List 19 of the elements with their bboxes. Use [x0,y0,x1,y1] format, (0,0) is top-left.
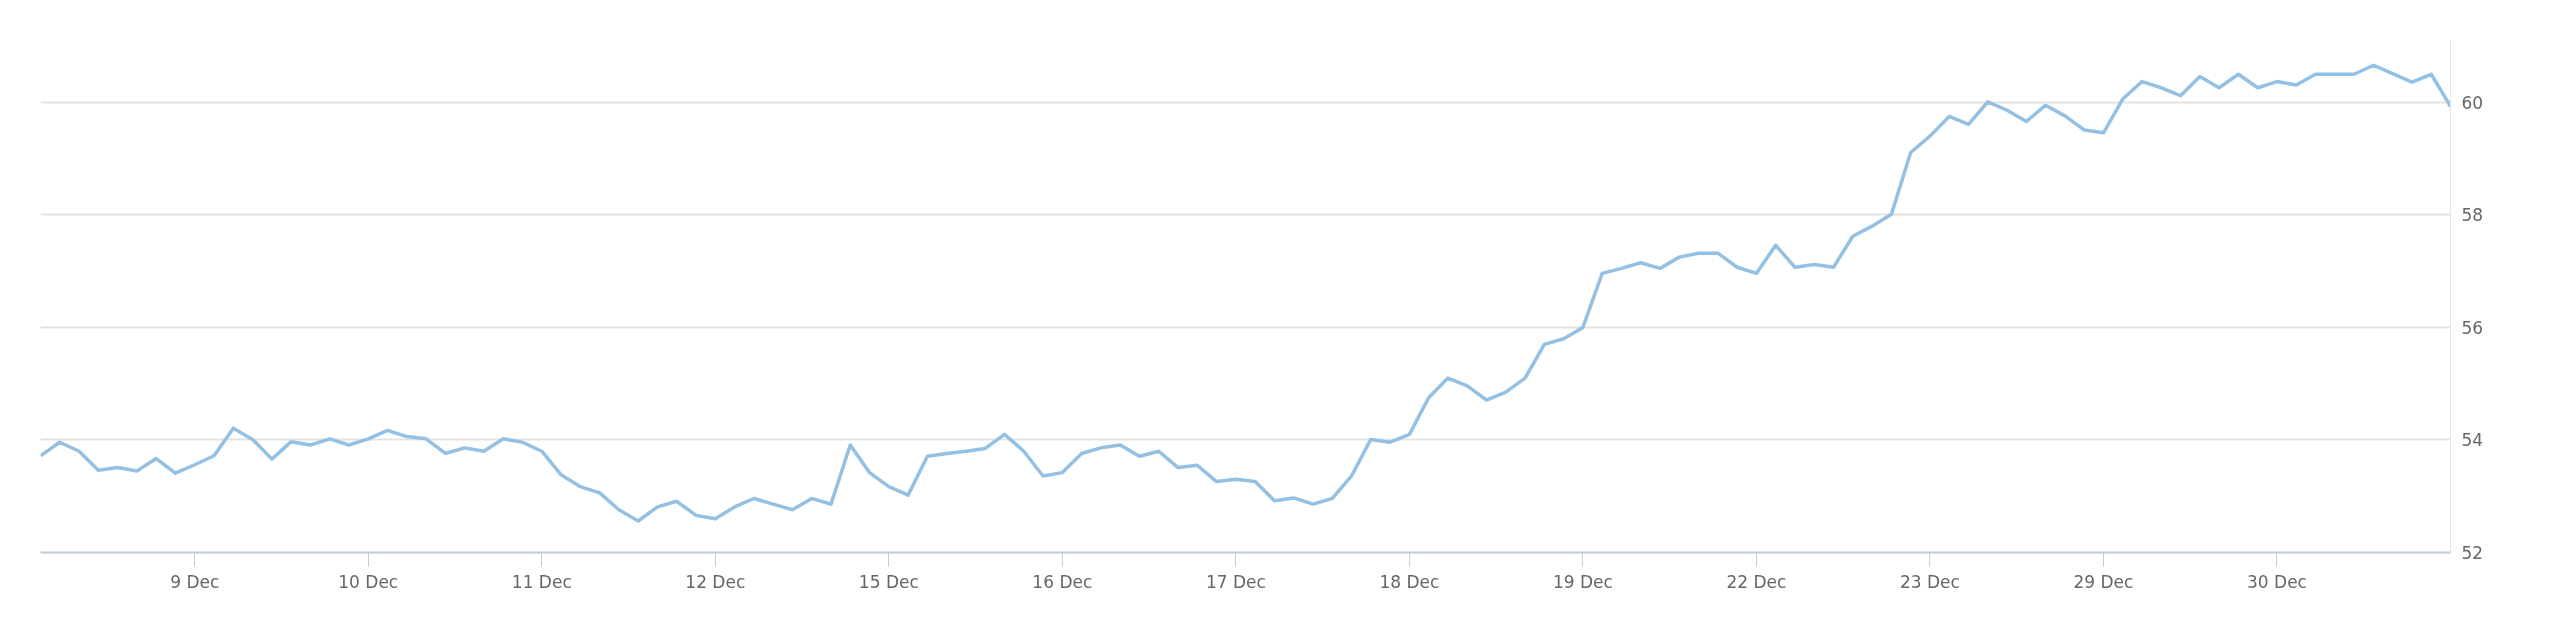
x-tick-label: 30 Dec [2247,571,2307,592]
x-tick-label: 18 Dec [1379,571,1440,592]
y-tick-label: 60 [2461,92,2484,113]
y-tick-label: 52 [2461,543,2484,563]
x-tick-label: 11 Dec [511,571,572,592]
x-tick-label: 15 Dec [858,571,919,592]
x-tick-label: 17 Dec [1205,571,1266,592]
x-tick-label: 23 Dec [1899,571,1960,592]
y-tick-label: 54 [2461,430,2484,451]
x-tick-label: 9 Dec [170,571,220,592]
x-tick-label: 22 Dec [1726,571,1787,592]
y-tick-label: 56 [2461,317,2484,338]
line-series [40,63,2451,523]
x-tick-label: 12 Dec [685,571,746,592]
x-tick-label: 29 Dec [2073,571,2134,592]
y-tick-label: 58 [2461,205,2484,226]
x-tick-label: 19 Dec [1552,571,1613,592]
x-tick-label: 10 Dec [338,571,399,592]
x-tick-label: 16 Dec [1032,571,1093,592]
